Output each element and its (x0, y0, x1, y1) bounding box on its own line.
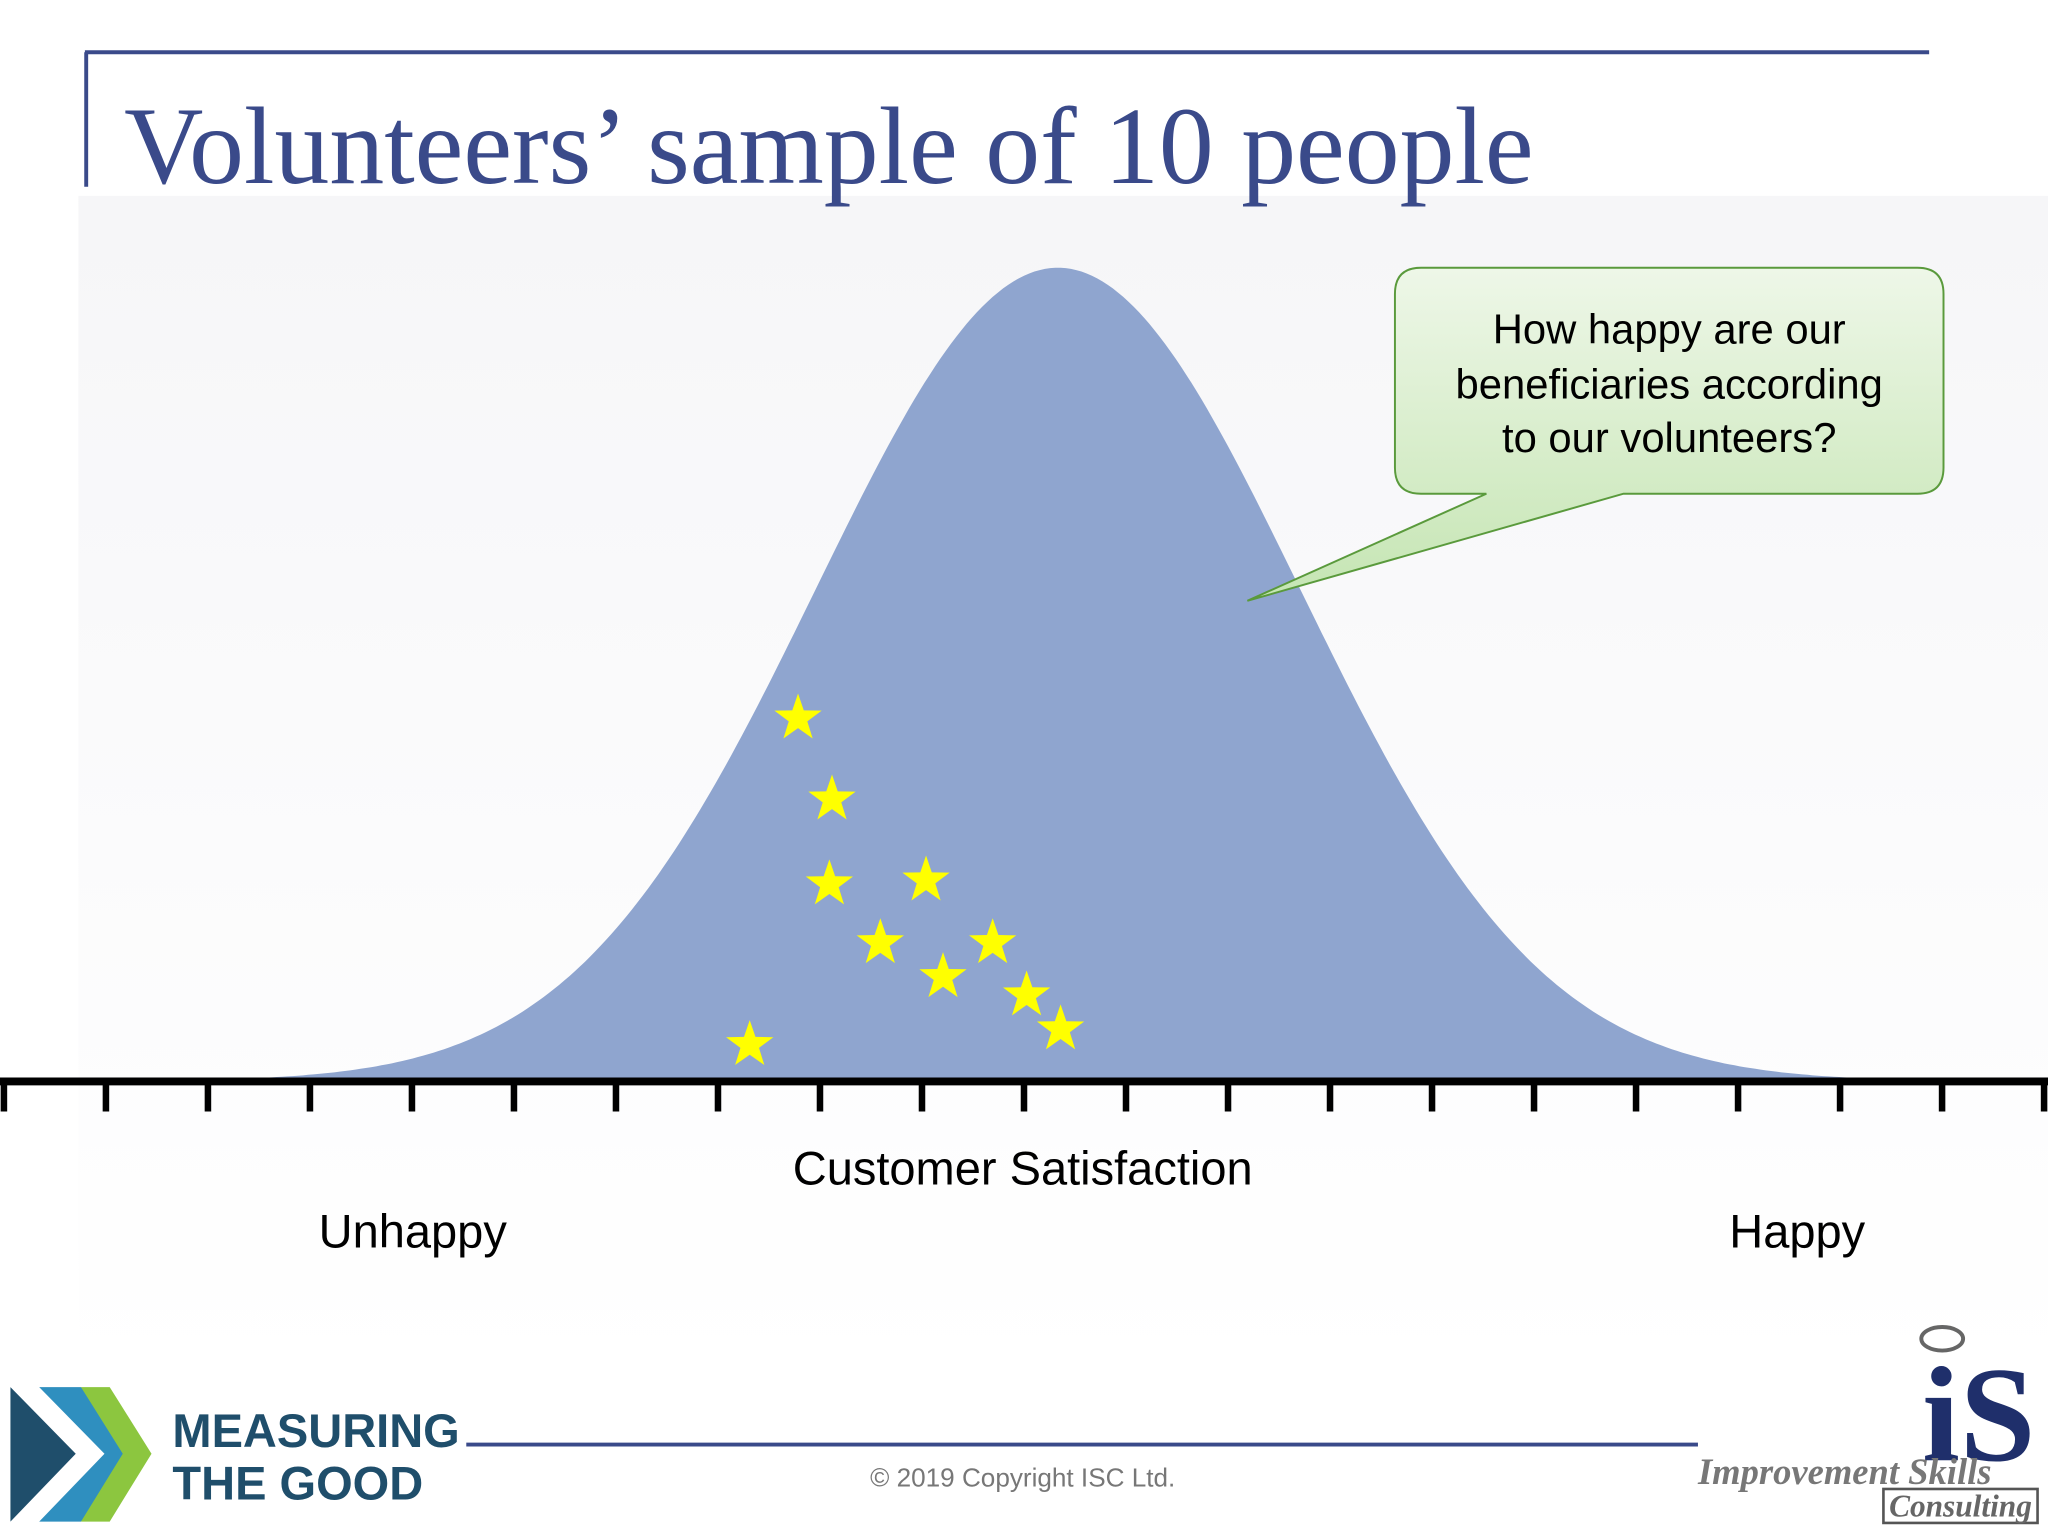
star (1036, 1004, 1085, 1050)
logo-text: THE GOOD (172, 1456, 423, 1509)
copyright: © 2019 Copyright ISC Ltd. (870, 1462, 1175, 1492)
logo-chevron (80, 1387, 152, 1522)
star (726, 1020, 774, 1066)
star (902, 855, 950, 901)
logo-text: Improvement Skills (1697, 1451, 1992, 1492)
axis-right-label: Happy (1729, 1204, 1865, 1257)
star (1002, 970, 1051, 1016)
logo-box (1882, 1487, 2039, 1525)
callout-bubble (1246, 266, 1945, 602)
stars (726, 693, 1085, 1066)
axis-label: Customer Satisfaction (793, 1142, 1253, 1195)
star (856, 918, 904, 964)
logo-text: Consulting (1889, 1488, 2032, 1523)
star (805, 859, 854, 905)
axis-ticks (0, 1081, 2048, 1112)
measuring-the-good-logo: MEASURING THE GOOD (10, 1387, 460, 1522)
logo-chevron (10, 1387, 76, 1522)
title: Volunteers’ sample of 10 people (124, 85, 1534, 207)
logo-text: MEASURING (172, 1404, 459, 1457)
callout-text: How happy are our (1493, 306, 1846, 353)
callout: How happy are our beneficiaries accordin… (1246, 266, 1945, 602)
bell-curve (0, 267, 2048, 1082)
star (969, 918, 1017, 964)
star (808, 774, 856, 820)
star (919, 952, 967, 998)
callout-text: beneficiaries according (1456, 360, 1883, 407)
logo-mark: iS (1922, 1340, 2035, 1490)
star (774, 693, 822, 739)
isc-logo: iS Improvement Skills Consulting (1697, 1325, 2039, 1525)
axis-left-label: Unhappy (319, 1204, 508, 1257)
callout-text: to our volunteers? (1502, 414, 1836, 461)
logo-swirl (1919, 1325, 1966, 1353)
